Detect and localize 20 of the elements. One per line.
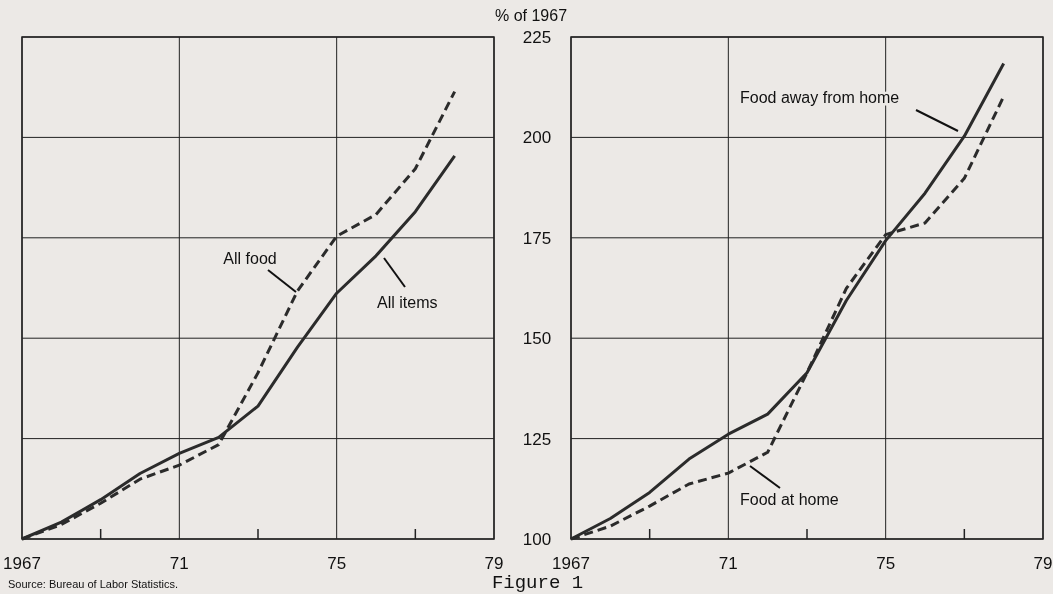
x-tick-label: 1967 bbox=[3, 554, 41, 573]
x-tick-label: 71 bbox=[169, 554, 189, 573]
source-note: Source: Bureau of Labor Statistics. bbox=[8, 578, 178, 590]
x-tick-label: 79 bbox=[1033, 554, 1053, 573]
y-tick-label: 150 bbox=[522, 329, 552, 349]
y-tick-label: 225 bbox=[522, 28, 552, 47]
x-tick-label: 75 bbox=[327, 554, 347, 573]
y-tick-label: 200 bbox=[522, 128, 552, 148]
y-tick-label: 100 bbox=[522, 530, 552, 549]
caption: Figure 1 bbox=[491, 572, 584, 594]
y-tick-label: 175 bbox=[522, 228, 552, 248]
y-axis-title: % of 1967 bbox=[494, 7, 568, 24]
annotation: All items bbox=[377, 294, 438, 311]
x-tick-label: 1967 bbox=[552, 554, 590, 573]
y-tick-label: 125 bbox=[522, 429, 552, 449]
x-tick-label: 71 bbox=[718, 554, 738, 573]
annotation: All food bbox=[223, 250, 277, 267]
x-tick-label: 79 bbox=[484, 554, 504, 573]
annotation: Food at home bbox=[740, 491, 839, 508]
x-tick-label: 75 bbox=[876, 554, 896, 573]
